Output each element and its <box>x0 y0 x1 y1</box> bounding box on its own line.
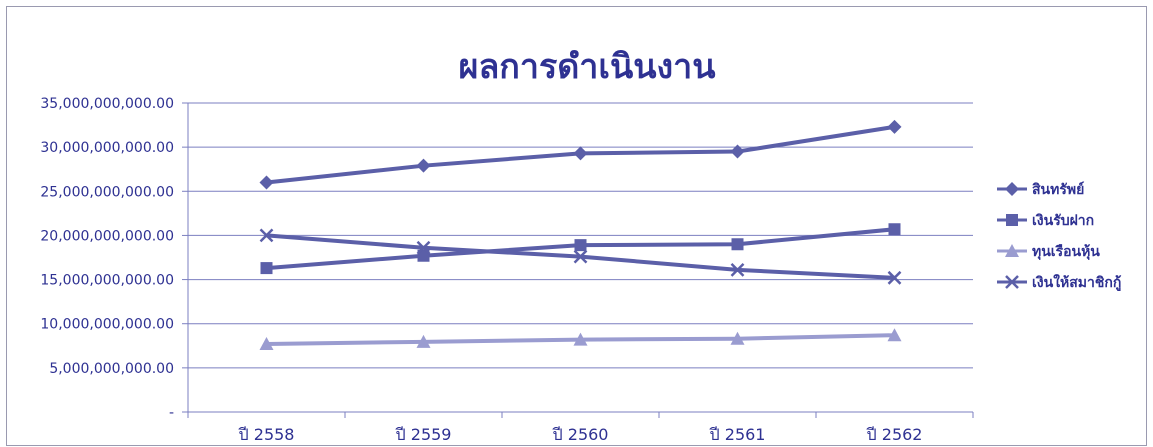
data-point-x <box>573 249 588 264</box>
data-point-x <box>887 270 902 285</box>
x-tick-label: ปี 2558 <box>238 425 294 444</box>
x-marker-stroke <box>730 262 745 277</box>
data-point-triangle <box>573 332 588 346</box>
y-tick-label: 5,000,000,000.00 <box>49 361 174 377</box>
data-point-square <box>1006 214 1018 226</box>
x-tick-label: ปี 2561 <box>709 425 765 444</box>
x-marker-stroke <box>1005 275 1019 289</box>
x-tick-label: ปี 2560 <box>552 425 608 444</box>
data-point-diamond <box>1005 182 1019 196</box>
x-marker-stroke <box>416 240 431 255</box>
data-point-square <box>888 223 901 236</box>
y-tick-label: - <box>169 405 174 421</box>
data-point-triangle <box>887 328 902 342</box>
data-point-triangle <box>1005 244 1019 257</box>
data-point-x <box>1005 275 1019 289</box>
legend-label: เงินให้สมาชิกกู้ <box>1032 273 1121 291</box>
data-point-diamond <box>416 158 431 173</box>
y-tick-label: 30,000,000,000.00 <box>40 140 174 156</box>
series-lines <box>259 119 902 351</box>
axes: - 5,000,000,000.00 10,000,000,000.00 15,000… <box>40 96 974 444</box>
x-tick-label: ปี 2562 <box>866 425 922 444</box>
legend-label: เงินรับฝาก <box>1032 213 1094 229</box>
data-point-diamond <box>573 146 588 161</box>
y-tick-label: 35,000,000,000.00 <box>40 96 174 112</box>
x-marker-stroke <box>259 228 274 243</box>
data-point-diamond <box>730 144 745 159</box>
y-tick-label: 10,000,000,000.00 <box>40 317 174 333</box>
gridlines <box>188 102 973 369</box>
chart-title: ผลการดำเนินงาน <box>459 47 716 87</box>
x-tick-label: ปี 2559 <box>395 425 451 444</box>
legend-label: ทุนเรือนหุ้น <box>1032 244 1100 260</box>
data-point-square <box>260 262 273 275</box>
data-point-square <box>731 238 744 251</box>
y-tick-label: 15,000,000,000.00 <box>40 273 174 289</box>
data-point-diamond <box>887 119 902 134</box>
x-marker-stroke <box>887 270 902 285</box>
data-point-square <box>574 239 587 252</box>
line-chart: - 5,000,000,000.00 10,000,000,000.00 15,000… <box>40 47 1121 444</box>
data-point-square <box>417 249 430 262</box>
data-point-x <box>416 240 431 255</box>
data-point-triangle <box>416 334 431 348</box>
data-point-triangle <box>259 337 274 351</box>
data-point-x <box>259 228 274 243</box>
y-tick-label: 25,000,000,000.00 <box>40 184 174 200</box>
data-point-triangle <box>730 331 745 345</box>
data-point-x <box>730 262 745 277</box>
y-tick-label: 20,000,000,000.00 <box>40 228 174 244</box>
legend-label: สินทรัพย์ <box>1032 181 1085 198</box>
legend: สินทรัพย์เงินรับฝากทุนเรือนหุ้นเงินให้สม… <box>997 181 1121 291</box>
data-point-diamond <box>259 175 274 190</box>
x-marker-stroke <box>573 249 588 264</box>
chart-frame: - 5,000,000,000.00 10,000,000,000.00 15,000… <box>6 6 1147 446</box>
